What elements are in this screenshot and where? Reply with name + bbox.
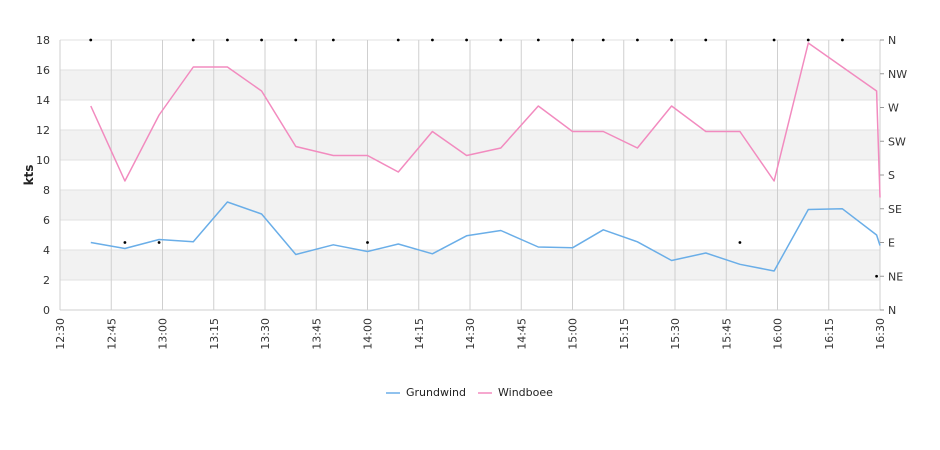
direction-tick-label: S	[888, 169, 895, 182]
direction-point	[806, 38, 810, 42]
legend-label: Windboee	[498, 386, 553, 399]
y-tick-label: 0	[43, 304, 50, 317]
series-line-grundwind	[90, 201, 881, 272]
direction-point	[772, 38, 776, 42]
direction-tick-label: SW	[888, 135, 906, 148]
y-tick-label: 10	[36, 154, 50, 167]
series-lines	[90, 42, 881, 272]
direction-point	[738, 241, 742, 244]
direction-point	[89, 38, 93, 42]
direction-point	[226, 38, 229, 42]
direction-point	[465, 38, 468, 42]
y-tick-label: 16	[36, 64, 50, 77]
direction-tick-label: N	[888, 34, 896, 47]
direction-point	[191, 38, 195, 42]
direction-point	[331, 38, 335, 42]
x-tick-label: 12:45	[105, 318, 118, 350]
direction-point	[704, 38, 708, 42]
x-tick-label: 12:30	[54, 318, 67, 350]
direction-point	[366, 241, 369, 244]
direction-point	[875, 274, 878, 278]
x-tick-label: 15:15	[618, 318, 631, 350]
direction-point	[260, 38, 263, 42]
direction-point	[157, 241, 161, 244]
y-tick-label: 2	[43, 274, 50, 287]
direction-point	[636, 38, 639, 42]
direction-tick-label: E	[888, 237, 895, 250]
y-tick-label: 4	[43, 244, 50, 257]
x-tick-label: 13:00	[157, 318, 170, 350]
x-tick-label: 15:45	[720, 318, 733, 350]
direction-tick-label: SE	[888, 203, 902, 216]
x-tick-label: 13:30	[259, 318, 272, 350]
direction-point	[670, 38, 673, 42]
direction-point	[536, 38, 540, 42]
y-tick-label: 6	[43, 214, 50, 227]
x-tick-label: 14:15	[413, 318, 426, 350]
legend-label: Grundwind	[406, 386, 466, 399]
y-tick-label: 14	[36, 94, 50, 107]
direction-point	[431, 38, 434, 42]
direction-point	[571, 38, 574, 42]
direction-point	[396, 38, 400, 42]
direction-tick-label: NE	[888, 270, 903, 283]
x-tick-label: 13:45	[310, 318, 323, 350]
direction-tick-label: N	[888, 304, 896, 317]
direction-point	[499, 38, 503, 42]
y-axis: 0 2 4 6 8 10 12 14 16 18	[36, 34, 50, 317]
direction-tick-label: NW	[888, 68, 907, 81]
direction-point	[123, 241, 127, 244]
x-tick-label: 14:00	[362, 318, 375, 350]
x-tick-label: 16:30	[874, 318, 887, 350]
direction-axis: N NE E SE S SW W NW N	[880, 34, 907, 317]
x-tick-label: 15:30	[669, 318, 682, 350]
y-axis-label: kts	[22, 165, 36, 186]
direction-tick-label: W	[888, 102, 899, 115]
legend: Grundwind Windboee	[386, 386, 553, 399]
direction-point	[841, 38, 844, 42]
x-tick-label: 14:45	[515, 318, 528, 350]
x-tick-label: 16:15	[823, 318, 836, 350]
series-line-windboee	[90, 42, 881, 198]
x-tick-label: 13:15	[208, 318, 221, 350]
direction-point	[601, 38, 605, 42]
x-tick-label: 16:00	[772, 318, 785, 350]
y-tick-label: 18	[36, 34, 50, 47]
x-tick-label: 14:30	[464, 318, 477, 350]
direction-markers	[89, 38, 878, 278]
x-axis: 12:30 12:45 13:00 13:15 13:30 13:45 14:00 14:15…	[54, 318, 887, 350]
grid-lines	[59, 39, 881, 311]
y-tick-label: 12	[36, 124, 50, 137]
x-tick-label: 15:00	[567, 318, 580, 350]
direction-point	[294, 38, 298, 42]
y-tick-label: 8	[43, 184, 50, 197]
